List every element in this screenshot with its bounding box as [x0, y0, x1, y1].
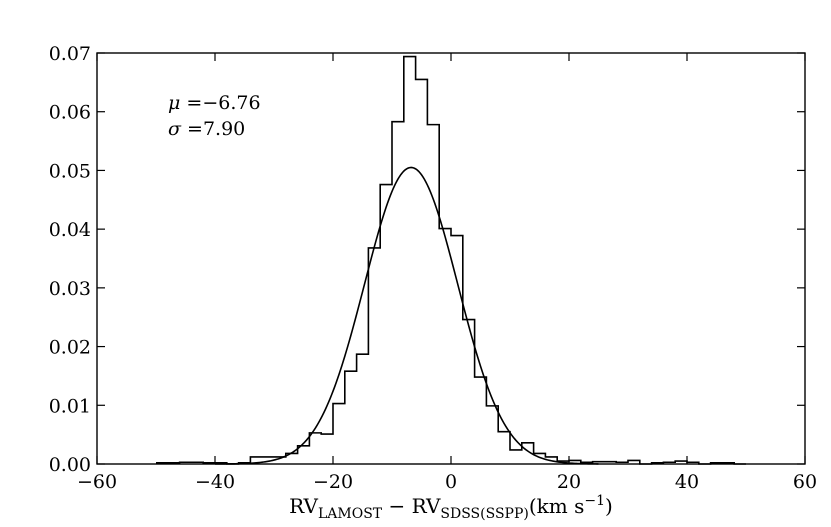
x-label-text: )	[605, 494, 613, 518]
x-tick-label: −40	[195, 471, 235, 493]
x-tick-label: −60	[77, 471, 117, 493]
y-tick-label: 0.07	[49, 43, 91, 65]
sigma-value: =7.90	[181, 118, 245, 140]
y-tick-label: 0.02	[49, 337, 91, 359]
x-tick-label: 40	[675, 471, 699, 493]
mu-annotation: μ =−6.76	[168, 92, 261, 114]
sigma-annotation: σ =7.90	[168, 118, 245, 140]
sigma-symbol: σ	[168, 118, 182, 140]
x-label-text: − RV	[382, 494, 441, 518]
gaussian-fit-series	[214, 166, 599, 465]
x-tick-label: −20	[313, 471, 353, 493]
x-tick-label: 60	[793, 471, 817, 493]
y-tick-label: 0.00	[49, 454, 91, 476]
x-label-subscript: LAMOST	[318, 506, 383, 522]
x-label-subscript: SDSS(SSPP)	[440, 506, 528, 522]
y-tick-label: 0.06	[49, 102, 91, 124]
x-label-text: RV	[289, 494, 318, 518]
mu-symbol: μ	[168, 92, 180, 114]
stats-annotation: μ =−6.76 σ =7.90	[168, 92, 261, 140]
x-label-text: (km s	[529, 494, 585, 518]
y-tick-label: 0.01	[49, 395, 91, 417]
x-label-superscript: −1	[584, 493, 605, 509]
y-tick-label: 0.04	[49, 219, 91, 241]
x-tick-label: 20	[557, 471, 581, 493]
y-tick-label: 0.03	[49, 278, 91, 300]
x-axis-label-text: RVLAMOST − RVSDSS(SSPP)(km s−1)	[289, 493, 613, 522]
mu-value: =−6.76	[180, 92, 260, 114]
x-tick-label: 0	[445, 471, 457, 493]
x-axis-label: RVLAMOST − RVSDSS(SSPP)(km s−1)	[289, 493, 613, 522]
y-tick-label: 0.05	[49, 160, 91, 182]
